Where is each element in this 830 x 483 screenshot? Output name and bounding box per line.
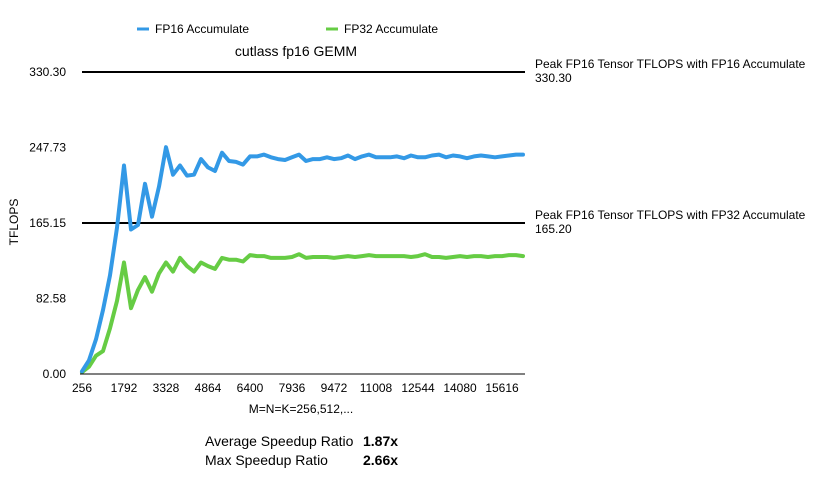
reference-line-label: Peak FP16 Tensor TFLOPS with FP16 Accumu… xyxy=(535,57,806,71)
x-axis-ticks: 256 1792 3328 4864 6400 7936 9472 11008 12544 140… xyxy=(72,381,519,395)
max-speedup-value: 2.66x xyxy=(363,452,399,468)
series-line-fp16-accumulate xyxy=(80,145,525,374)
reference-lines: Peak FP16 Tensor TFLOPS with FP16 Accumu… xyxy=(82,57,806,236)
y-tick-label: 0.00 xyxy=(43,367,67,381)
y-tick-label: 165.15 xyxy=(29,216,66,230)
x-tick-label: 14080 xyxy=(443,381,477,395)
x-tick-label: 7936 xyxy=(279,381,306,395)
series-lines xyxy=(80,145,525,375)
average-speedup-label: Average Speedup Ratio xyxy=(205,433,354,449)
x-axis-label: M=N=K=256,512,... xyxy=(249,402,353,416)
reference-line-value: 165.20 xyxy=(535,222,572,236)
reference-line-value: 330.30 xyxy=(535,71,572,85)
legend: FP16 Accumulate FP32 Accumulate xyxy=(137,22,438,36)
max-speedup-label: Max Speedup Ratio xyxy=(205,452,328,468)
average-speedup-value: 1.87x xyxy=(363,433,399,449)
x-tick-label: 12544 xyxy=(401,381,435,395)
speedup-stats: Average Speedup Ratio 1.87x Max Speedup … xyxy=(205,432,398,470)
series-line-fp32-accumulate xyxy=(80,252,525,375)
y-axis-label: TFLOPS xyxy=(7,199,21,246)
y-tick-label: 330.30 xyxy=(29,65,66,79)
reference-line-label: Peak FP16 Tensor TFLOPS with FP32 Accumu… xyxy=(535,208,806,222)
x-tick-label: 11008 xyxy=(360,381,393,395)
x-tick-label: 6400 xyxy=(237,381,264,395)
x-tick-label: 9472 xyxy=(321,381,348,395)
x-tick-label: 1792 xyxy=(111,381,138,395)
y-tick-label: 82.58 xyxy=(36,291,66,305)
x-tick-label: 4864 xyxy=(195,381,222,395)
y-tick-label: 247.73 xyxy=(29,140,66,154)
x-tick-label: 3328 xyxy=(153,381,180,395)
x-tick-label: 15616 xyxy=(485,381,519,395)
legend-label: FP16 Accumulate xyxy=(155,22,249,36)
y-axis-ticks: 0.00 82.58 165.15 247.73 330.30 xyxy=(29,65,66,381)
average-speedup-row: Average Speedup Ratio 1.87x xyxy=(205,432,398,451)
chart-title: cutlass fp16 GEMM xyxy=(235,43,357,59)
x-tick-label: 256 xyxy=(72,381,92,395)
max-speedup-row: Max Speedup Ratio 2.66x xyxy=(205,451,398,470)
legend-label: FP32 Accumulate xyxy=(344,22,438,36)
